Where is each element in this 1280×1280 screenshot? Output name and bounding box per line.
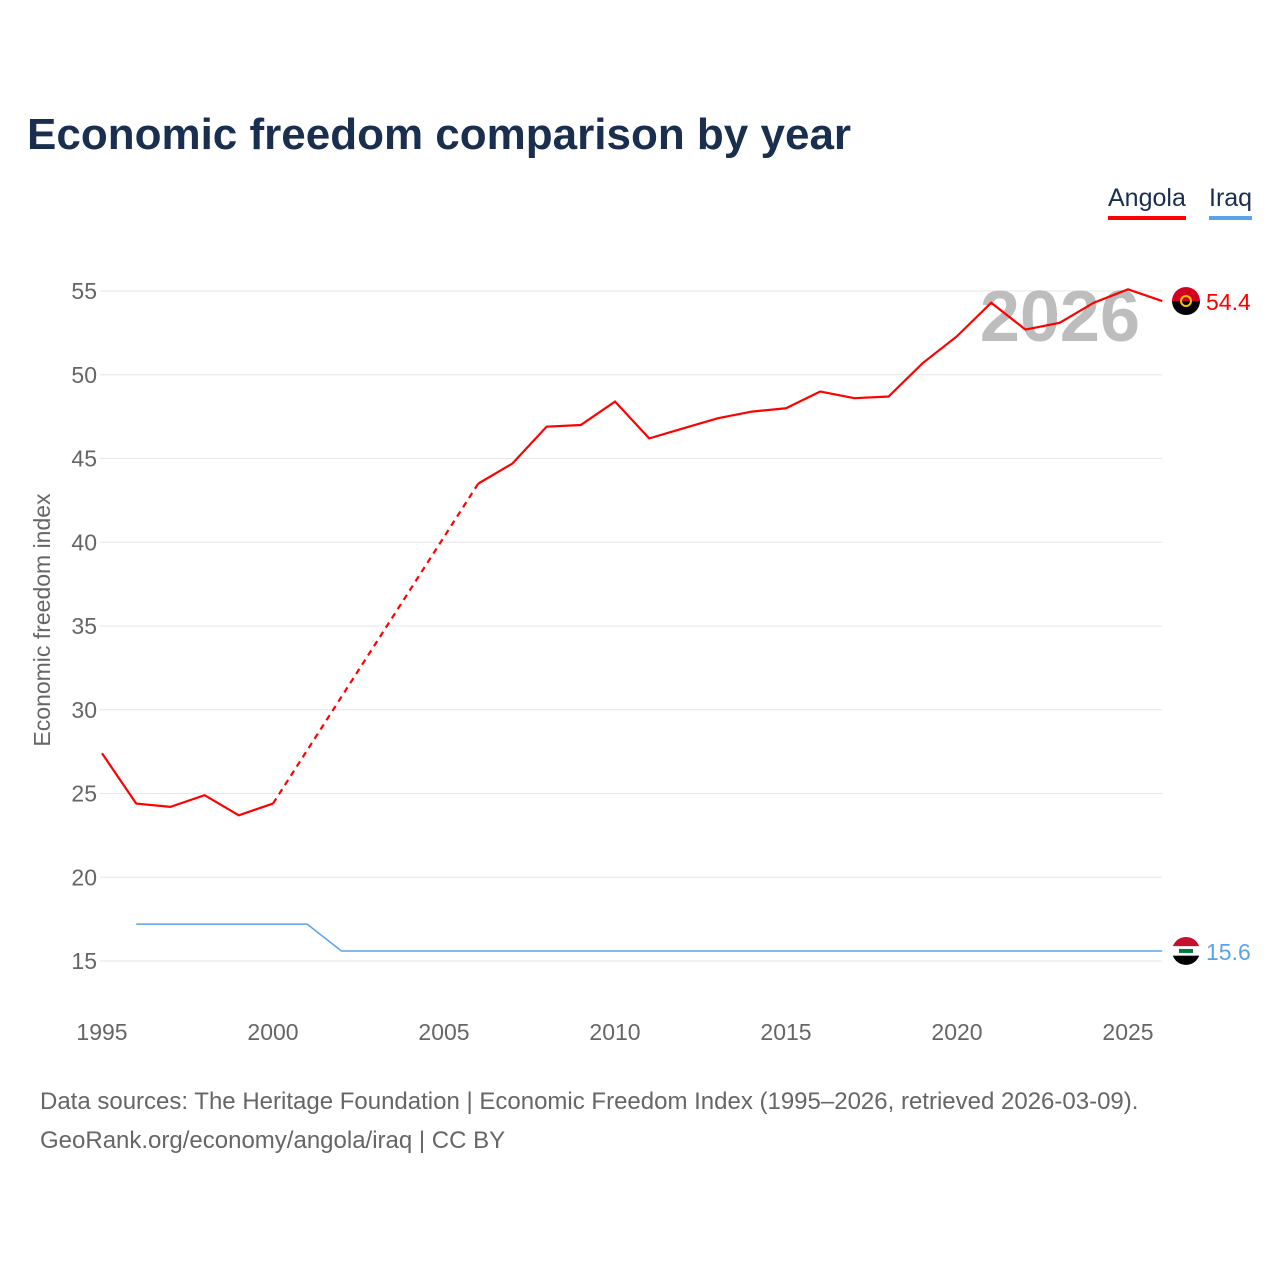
y-tick-label: 15	[71, 948, 97, 974]
x-tick-label: 2000	[247, 1019, 298, 1045]
chart-title: Economic freedom comparison by year	[27, 110, 852, 159]
y-tick-label: 35	[71, 613, 97, 639]
series-line-iraq	[136, 923, 1163, 952]
x-tick-label: 2005	[418, 1019, 469, 1045]
x-tick-label: 2020	[931, 1019, 982, 1045]
series-line-angola	[101, 752, 274, 817]
x-tick-label: 2010	[589, 1019, 640, 1045]
y-tick-label: 45	[71, 446, 97, 472]
y-axis-label: Economic freedom index	[29, 493, 55, 747]
end-label-angola: 54.4	[1206, 289, 1251, 315]
year-watermark: 2026	[980, 277, 1140, 357]
y-tick-label: 20	[71, 864, 97, 890]
y-tick-label: 50	[71, 362, 97, 388]
flag-angola-icon	[1172, 287, 1200, 316]
source-line-1: Data sources: The Heritage Foundation | …	[40, 1088, 1139, 1115]
flag-iraq-icon	[1172, 936, 1200, 965]
y-tick-label: 30	[71, 697, 97, 723]
legend-angola[interactable]: Angola	[1108, 184, 1186, 220]
y-tick-label: 55	[71, 278, 97, 304]
x-tick-label: 2025	[1102, 1019, 1153, 1045]
source-line-2[interactable]: GeoRank.org/economy/angola/iraq | CC BY	[40, 1127, 506, 1154]
series-line-angola	[477, 288, 1163, 485]
y-tick-label: 40	[71, 529, 97, 555]
end-label-iraq: 15.6	[1206, 939, 1251, 965]
y-tick-label: 25	[71, 781, 97, 807]
x-tick-label: 1995	[76, 1019, 127, 1045]
legend-iraq[interactable]: Iraq	[1209, 184, 1253, 220]
series-line-angola-dashed	[272, 483, 480, 805]
x-tick-label: 2015	[760, 1019, 811, 1045]
